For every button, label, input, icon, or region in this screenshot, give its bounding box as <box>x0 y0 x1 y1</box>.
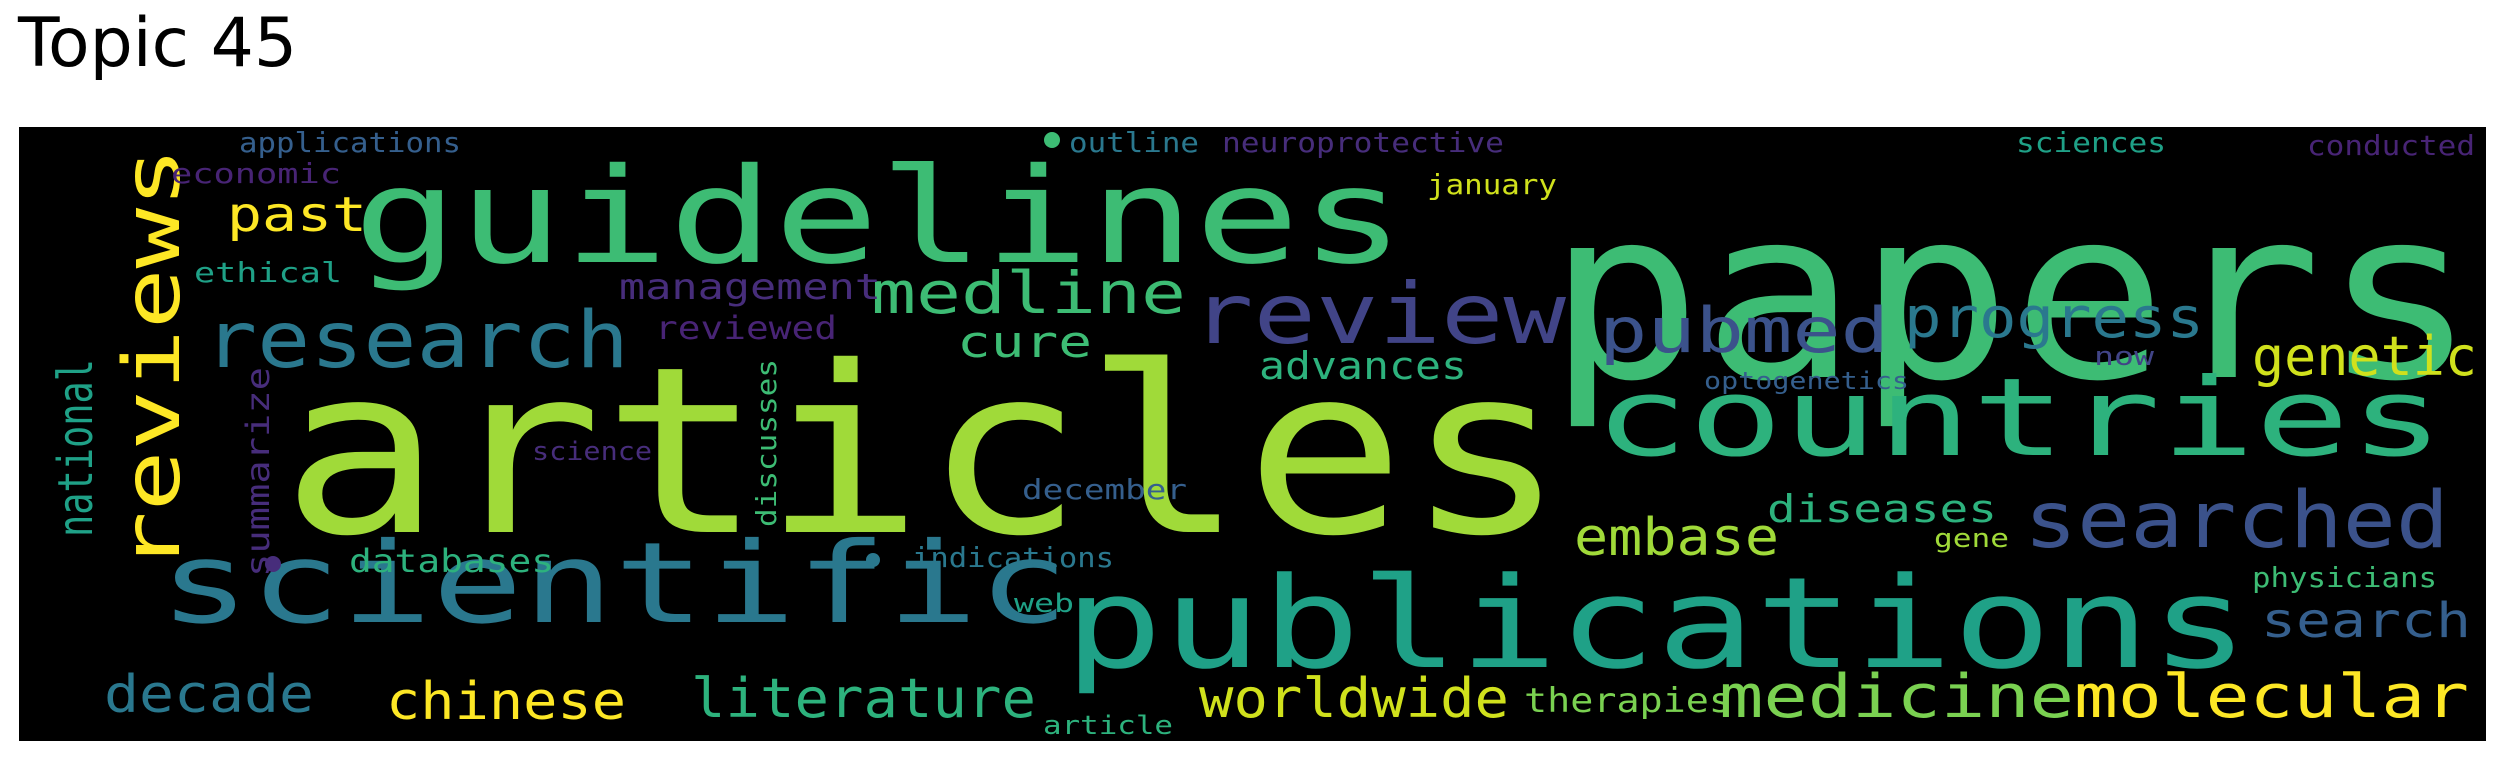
word-cloud: papers articles guidelines scientific pu… <box>19 127 2486 741</box>
word-searched: searched <box>2024 476 2449 566</box>
word-cure: cure <box>957 317 1092 368</box>
word-physicians: physicians <box>2252 561 2437 594</box>
word-guidelines: guidelines <box>353 140 1405 294</box>
word-pubmed: pubmed <box>1599 294 1889 367</box>
word-molecular: molecular <box>2074 662 2469 732</box>
word-chinese: chinese <box>386 672 626 732</box>
cloud-dot <box>265 556 281 572</box>
word-research: research <box>204 296 629 386</box>
word-search: search <box>2261 593 2471 649</box>
word-countries: countries <box>1594 356 2444 481</box>
word-therapies: therapies <box>1524 681 1732 721</box>
word-databases: databases <box>349 542 554 580</box>
word-papers: papers <box>1547 158 2477 433</box>
word-reviewed: reviewed <box>655 309 837 347</box>
word-embase: embase <box>1574 508 1779 568</box>
cloud-dot <box>866 553 880 567</box>
word-applications: applications <box>239 127 461 159</box>
word-literature: literature <box>691 667 1036 730</box>
word-article: article <box>1043 711 1173 741</box>
word-reviews: reviews <box>108 147 198 572</box>
word-conducted: conducted <box>2307 129 2475 162</box>
word-now: now <box>2094 342 2154 372</box>
word-neuroprotective: neuroprotective <box>1222 127 1504 159</box>
word-decade: decade <box>104 665 314 725</box>
word-cloud-background <box>19 127 2486 741</box>
word-advances: advances <box>1259 344 1467 388</box>
word-sciences: sciences <box>2016 127 2166 159</box>
word-summarize: summarize <box>239 367 277 577</box>
word-web: web <box>1014 589 1074 619</box>
word-discusses: discusses <box>750 359 783 527</box>
cloud-dot <box>1044 132 1060 148</box>
word-progress: progress <box>1904 286 2204 351</box>
word-past: past <box>227 187 367 243</box>
word-national: national <box>48 359 104 537</box>
word-medline: medline <box>871 259 1186 327</box>
word-indications: indications <box>912 541 1114 574</box>
word-outline: outline <box>1069 127 1199 159</box>
word-january: january <box>1427 168 1557 201</box>
word-articles: articles <box>281 317 1566 587</box>
page-title: Topic 45 <box>18 4 298 83</box>
word-science: science <box>532 437 652 467</box>
word-optogenetics: optogenetics <box>1704 367 1909 395</box>
word-diseases: diseases <box>1767 487 1997 531</box>
word-cloud-canvas: papers articles guidelines scientific pu… <box>19 127 2486 741</box>
word-worldwide: worldwide <box>1199 667 1509 730</box>
word-december: december <box>1022 473 1187 506</box>
word-management: management <box>619 267 881 308</box>
word-gene: gene <box>1934 524 2009 554</box>
word-publications: publications <box>1064 550 2249 697</box>
word-medicine: medicine <box>1719 662 2074 732</box>
word-genetic: genetic <box>2252 325 2477 388</box>
word-ethical: ethical <box>194 256 342 289</box>
word-review: review <box>1191 265 1567 363</box>
word-scientific: scientific <box>159 519 1069 649</box>
word-economic: economic <box>171 157 341 190</box>
